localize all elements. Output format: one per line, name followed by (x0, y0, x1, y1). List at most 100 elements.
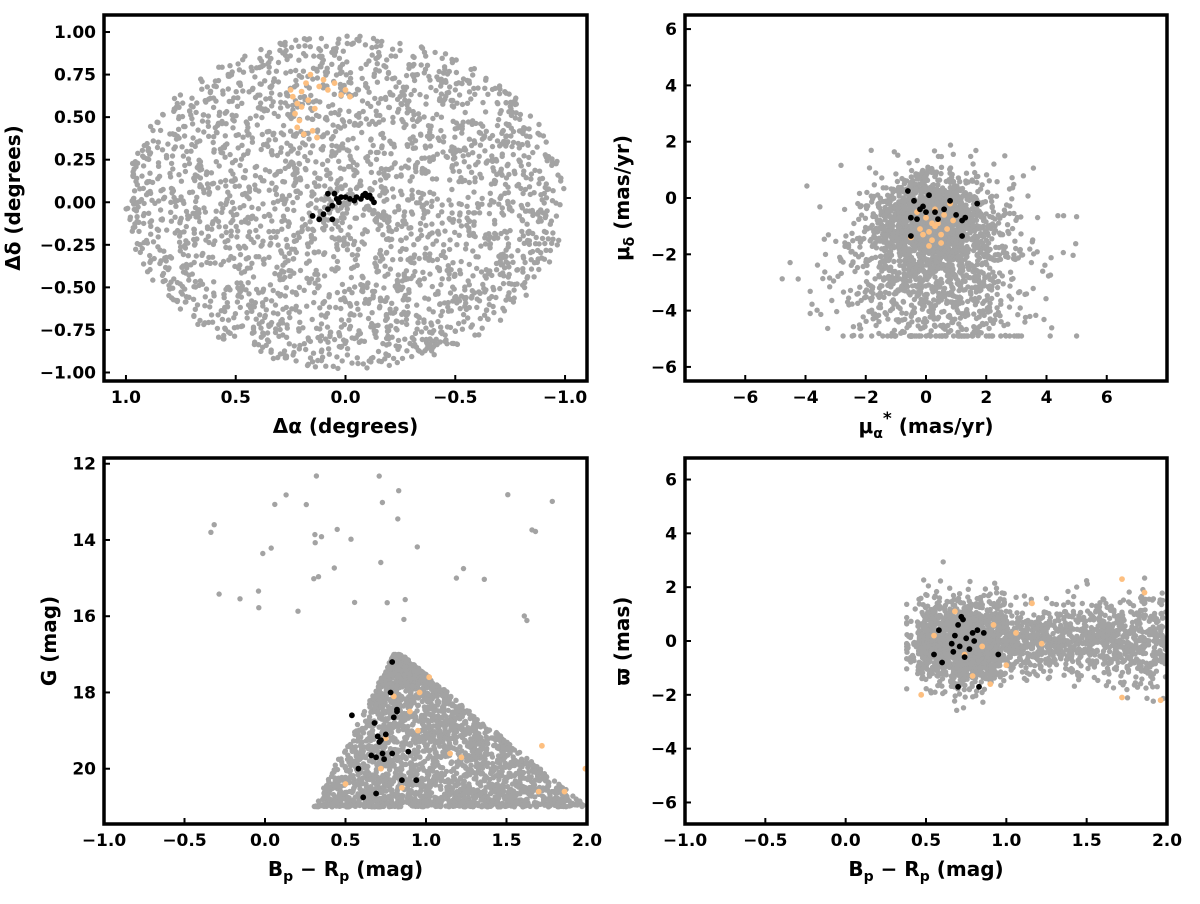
field-star (196, 158, 201, 163)
field-star (198, 76, 203, 81)
field-star (901, 299, 906, 304)
field-star (391, 356, 396, 361)
field-star (132, 188, 137, 193)
field-star (464, 307, 469, 312)
field-star (338, 297, 343, 302)
field-star (534, 144, 539, 149)
field-star (468, 96, 473, 101)
field-star (281, 123, 286, 128)
field-star (996, 220, 1001, 225)
field-star (304, 261, 309, 266)
field-star (286, 164, 291, 169)
field-star (197, 219, 202, 224)
field-star (868, 283, 873, 288)
field-star (305, 241, 310, 246)
field-star (447, 84, 452, 89)
field-star (503, 134, 508, 139)
field-star (303, 53, 308, 58)
field-star (536, 181, 541, 186)
field-star (550, 188, 555, 193)
field-star (472, 92, 477, 97)
field-star (500, 129, 505, 134)
field-star (284, 237, 289, 242)
field-star (497, 286, 502, 291)
highlight-star (325, 87, 331, 93)
field-star (423, 101, 428, 106)
field-star (414, 345, 419, 350)
field-star (531, 274, 536, 279)
field-star (491, 287, 496, 292)
field-star (265, 337, 270, 342)
field-star (248, 116, 253, 121)
field-star (910, 192, 915, 197)
field-star (522, 260, 527, 265)
field-star (284, 57, 289, 62)
field-star (259, 115, 264, 120)
field-star (210, 221, 215, 226)
field-star (160, 273, 165, 278)
field-star (994, 194, 999, 199)
field-star (195, 165, 200, 170)
field-star (313, 364, 318, 369)
field-star (447, 247, 452, 252)
field-star (147, 152, 152, 157)
field-star (1022, 319, 1027, 324)
y-tick-label: 0.25 (54, 151, 96, 171)
highlight-star (316, 84, 322, 90)
field-star (250, 87, 255, 92)
field-star (146, 211, 151, 216)
field-star (334, 144, 339, 149)
field-star (359, 338, 364, 343)
field-star (260, 201, 265, 206)
field-star (399, 90, 404, 95)
field-star (527, 134, 532, 139)
field-star (236, 145, 241, 150)
field-star (296, 58, 301, 63)
field-star (491, 168, 496, 173)
field-star (220, 317, 225, 322)
field-star (420, 337, 425, 342)
field-star (376, 349, 381, 354)
field-star (183, 245, 188, 250)
field-star (864, 287, 869, 292)
field-star (402, 209, 407, 214)
field-star (371, 74, 376, 79)
field-star (271, 200, 276, 205)
field-star (974, 289, 979, 294)
field-star (335, 208, 340, 213)
field-star (404, 235, 409, 240)
field-star (261, 261, 266, 266)
field-star (940, 185, 945, 190)
field-star (457, 218, 462, 223)
field-star (885, 316, 890, 321)
field-star (447, 237, 452, 242)
field-star (440, 253, 445, 258)
field-star (176, 172, 181, 177)
highlight-star (294, 125, 300, 131)
field-star (343, 339, 348, 344)
field-star (310, 117, 315, 122)
field-star (500, 306, 505, 311)
field-star (335, 259, 340, 264)
field-star (347, 301, 352, 306)
field-star (374, 157, 379, 162)
field-star (459, 202, 464, 207)
field-star (504, 121, 509, 126)
field-star (416, 314, 421, 319)
field-star (904, 325, 909, 330)
field-star (282, 43, 287, 48)
field-star (1030, 237, 1035, 242)
field-star (550, 198, 555, 203)
field-star (223, 111, 228, 116)
field-star (1010, 185, 1015, 190)
field-star (255, 122, 260, 127)
field-star (206, 134, 211, 139)
proper-motion-points (780, 142, 1080, 338)
field-star (878, 219, 883, 224)
field-star (1011, 256, 1016, 261)
field-star (348, 76, 353, 81)
field-star (380, 256, 385, 261)
field-star (373, 122, 378, 127)
field-star (436, 135, 441, 140)
field-star (951, 333, 956, 338)
